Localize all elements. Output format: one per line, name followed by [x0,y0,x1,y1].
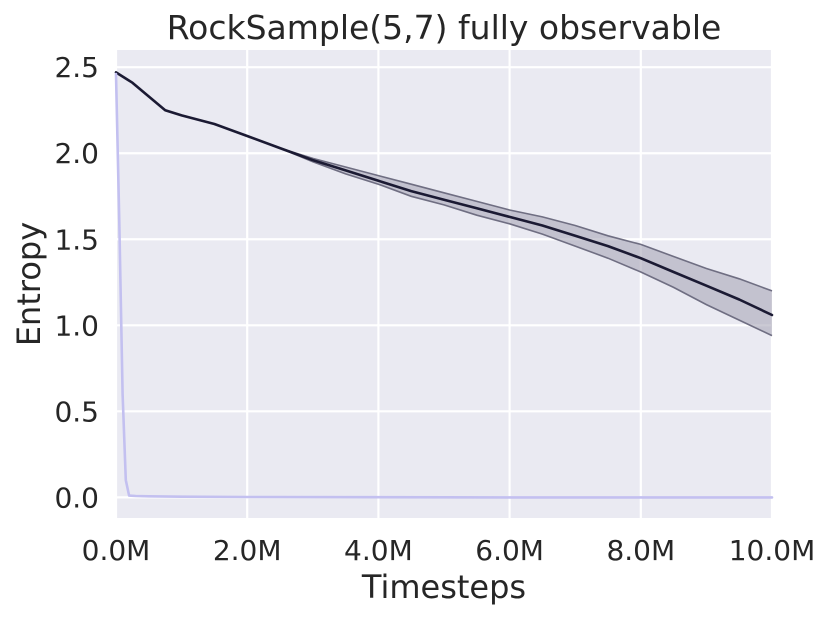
y-tick-label: 0.0 [54,481,99,514]
y-axis-label: Entropy [10,222,48,346]
y-tick-label: 2.0 [54,137,99,170]
y-tick-label: 0.5 [54,395,99,428]
x-tick-label: 10.0M [729,534,816,567]
chart-title: RockSample(5,7) fully observable [167,8,722,47]
x-tick-label: 0.0M [82,534,151,567]
y-tick-label: 2.5 [54,51,99,84]
data-layer [114,71,774,499]
series-0-line [114,71,774,317]
x-tick-label: 2.0M [213,534,282,567]
x-tick-label: 4.0M [344,534,413,567]
x-tick-label: 8.0M [606,534,675,567]
series-0-confidence-band [116,72,772,336]
tick-labels: 0.0M 2.0M 4.0M 6.0M 8.0M 10.0M 0.0 0.5 1.0 1.5 2.0… [54,51,815,567]
y-tick-label: 1.5 [54,223,99,256]
grid [114,50,774,518]
x-tick-label: 6.0M [475,534,544,567]
x-axis-label: Timesteps [361,568,526,606]
series-1-line [114,72,774,499]
y-tick-label: 1.0 [54,309,99,342]
